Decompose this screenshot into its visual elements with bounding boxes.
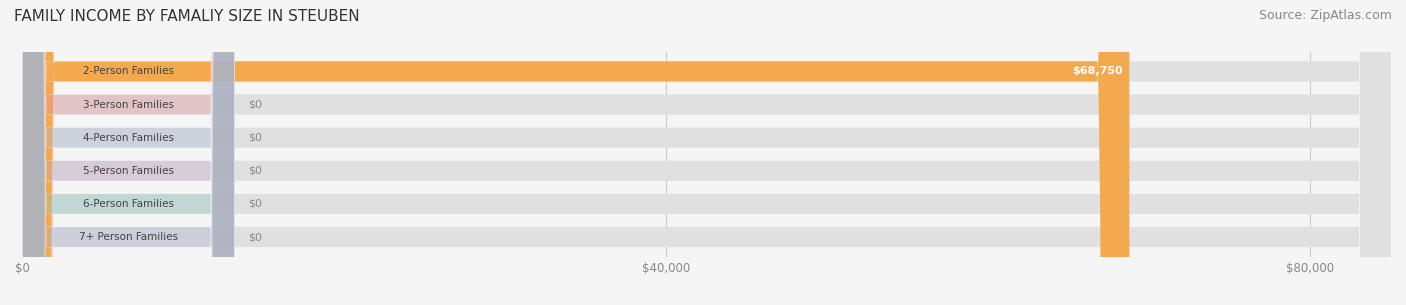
FancyBboxPatch shape [22, 0, 1129, 305]
Text: 4-Person Families: 4-Person Families [83, 133, 174, 143]
FancyBboxPatch shape [22, 0, 1391, 305]
Text: $68,750: $68,750 [1071, 66, 1122, 77]
Text: 2-Person Families: 2-Person Families [83, 66, 174, 77]
FancyBboxPatch shape [22, 0, 1391, 305]
Text: FAMILY INCOME BY FAMALIY SIZE IN STEUBEN: FAMILY INCOME BY FAMALIY SIZE IN STEUBEN [14, 9, 360, 24]
FancyBboxPatch shape [22, 0, 235, 305]
FancyBboxPatch shape [22, 0, 235, 305]
Text: 3-Person Families: 3-Person Families [83, 99, 174, 109]
FancyBboxPatch shape [22, 0, 1391, 305]
Text: Source: ZipAtlas.com: Source: ZipAtlas.com [1258, 9, 1392, 22]
FancyBboxPatch shape [22, 0, 1391, 305]
FancyBboxPatch shape [22, 0, 235, 305]
FancyBboxPatch shape [22, 0, 235, 305]
Text: $0: $0 [249, 166, 263, 176]
FancyBboxPatch shape [22, 0, 235, 305]
Text: $0: $0 [249, 99, 263, 109]
FancyBboxPatch shape [22, 0, 235, 305]
Text: $0: $0 [249, 133, 263, 143]
Text: 7+ Person Families: 7+ Person Families [79, 232, 179, 242]
Text: $0: $0 [249, 232, 263, 242]
Text: $0: $0 [249, 199, 263, 209]
FancyBboxPatch shape [22, 0, 1391, 305]
Text: 5-Person Families: 5-Person Families [83, 166, 174, 176]
FancyBboxPatch shape [22, 0, 1391, 305]
Text: 6-Person Families: 6-Person Families [83, 199, 174, 209]
